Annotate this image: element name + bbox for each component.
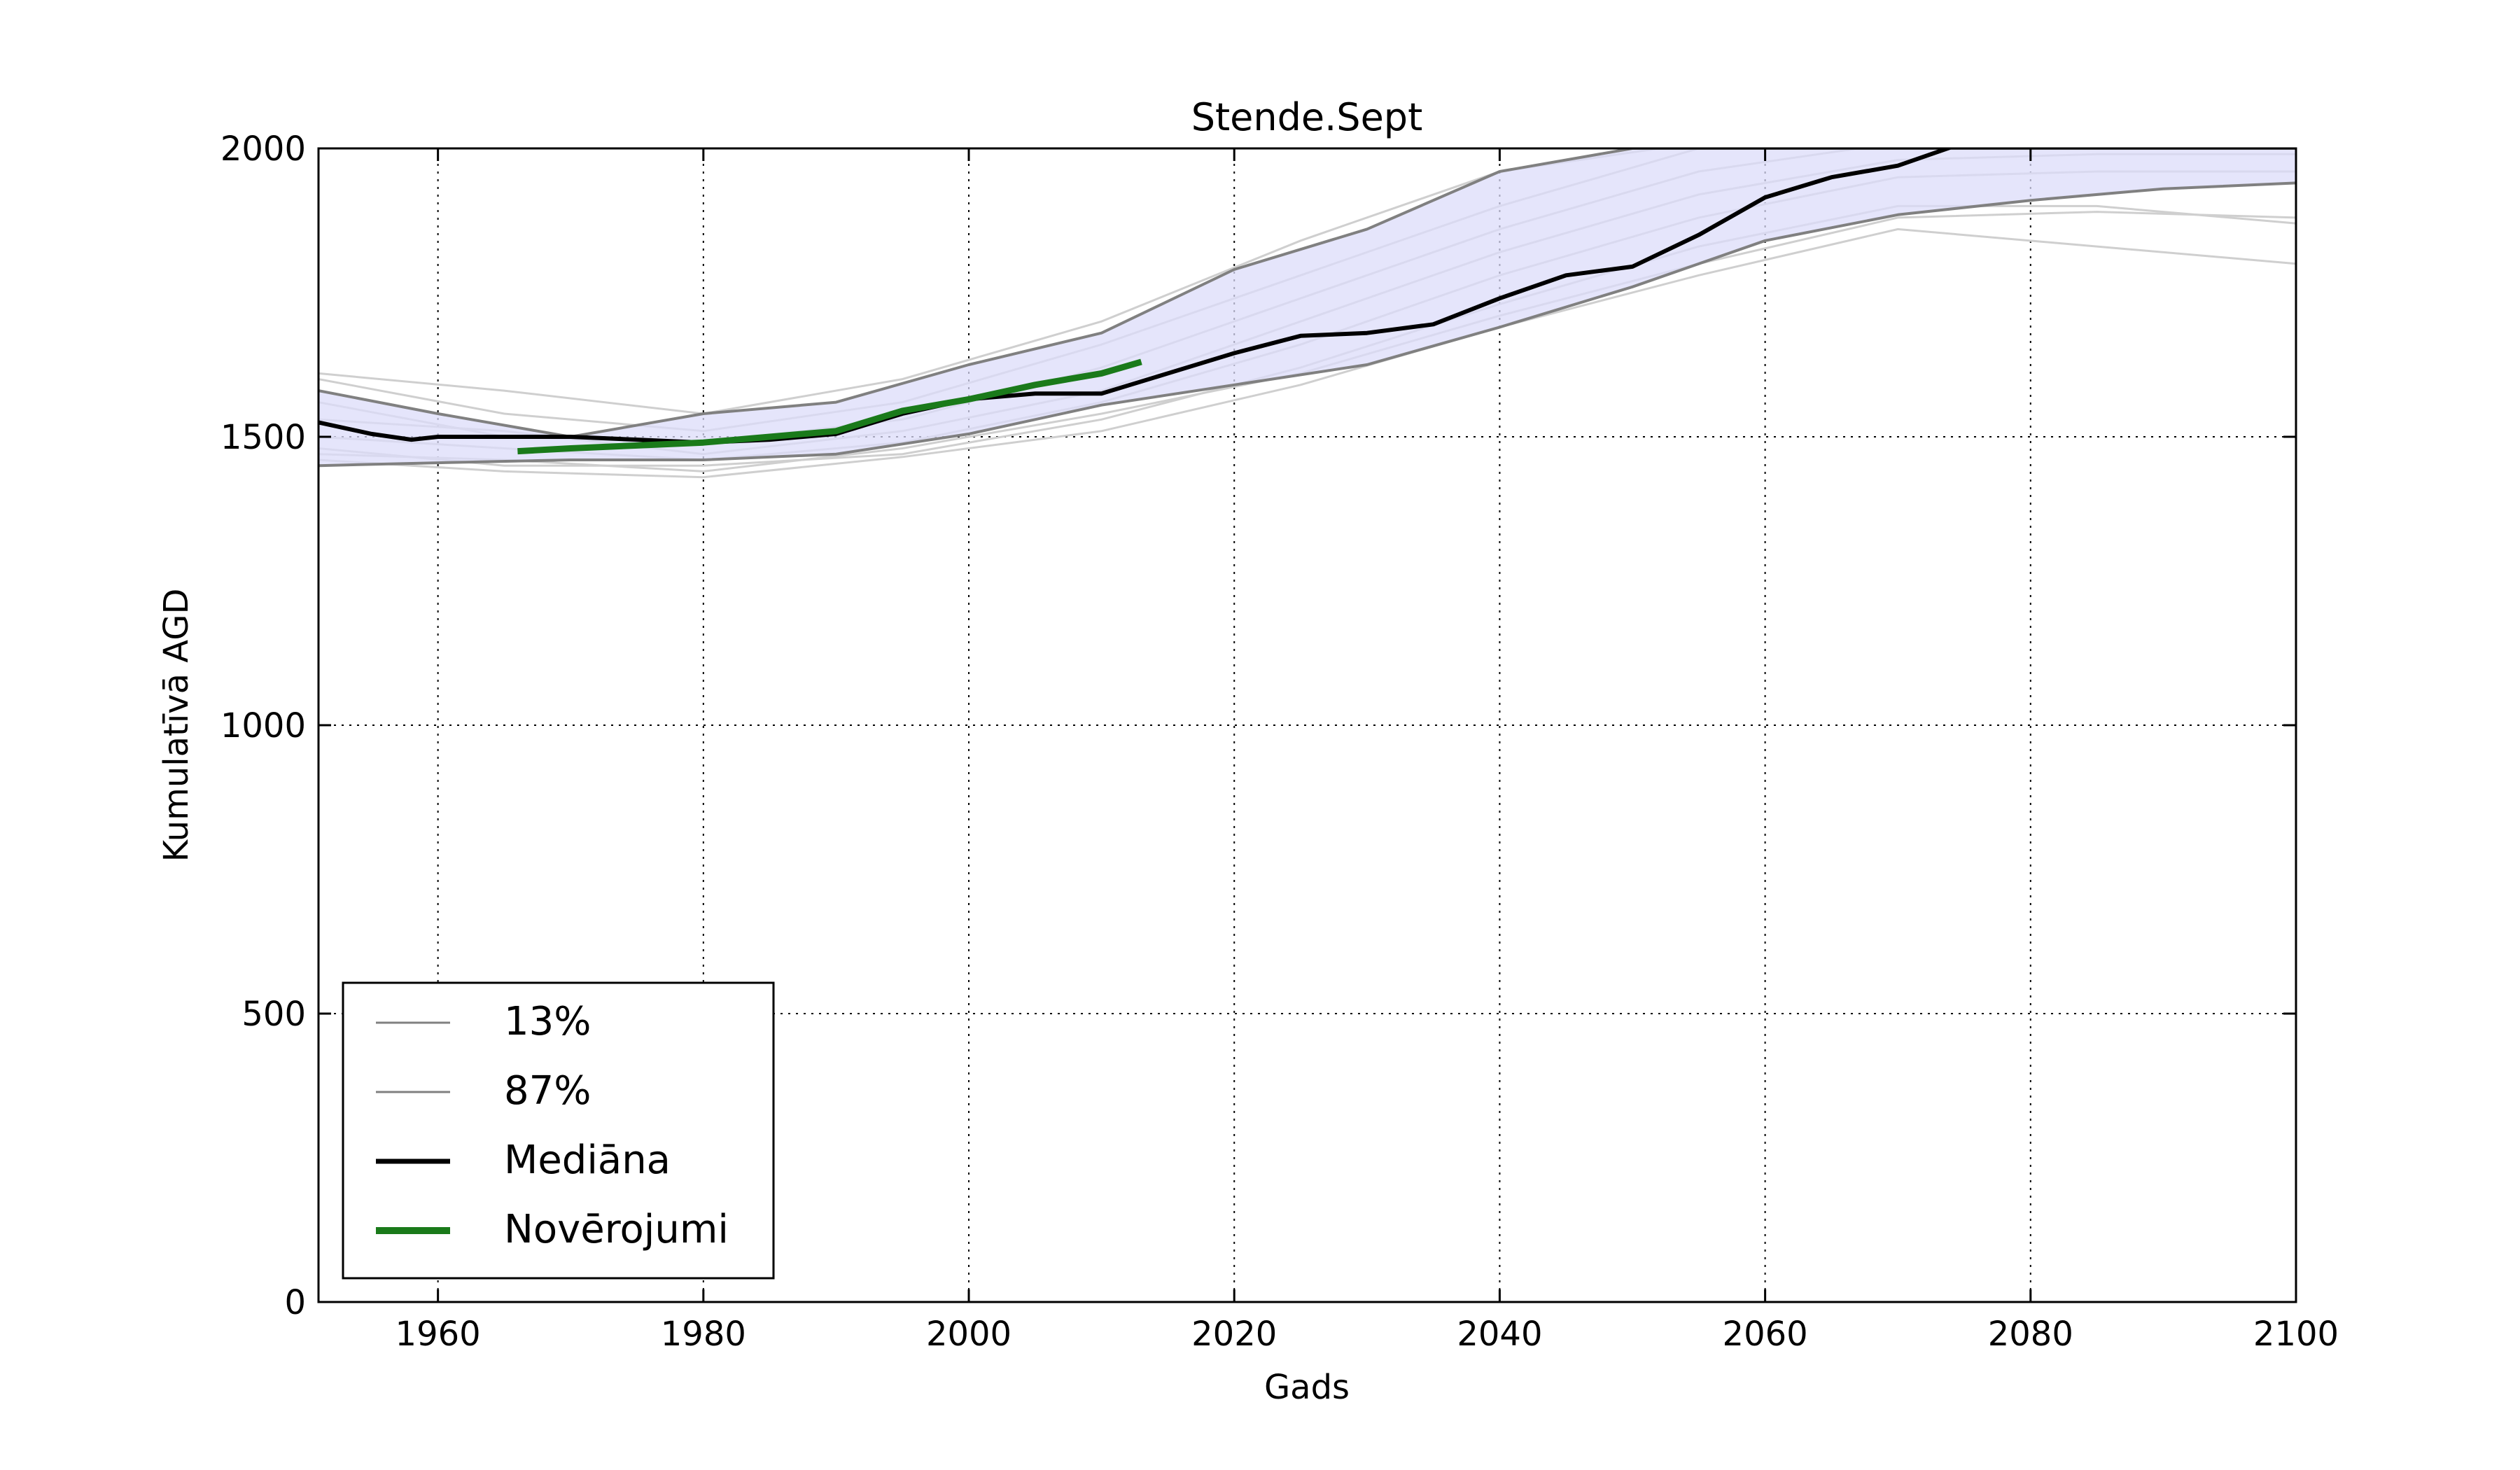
legend-label-13: 13%	[504, 999, 591, 1044]
y-tick-label: 2000	[220, 130, 306, 169]
axis-tick-labels: 1960 1980 2000 2020 2040 2060 2080 2100 0 500 1000…	[220, 130, 2339, 1354]
x-tick-label: 2020	[1191, 1315, 1277, 1354]
ensemble-line	[318, 227, 2296, 479]
x-tick-label: 2040	[1457, 1315, 1542, 1354]
band-fill	[318, 148, 2296, 466]
x-axis-label: Gads	[1264, 1368, 1350, 1407]
x-tick-label: 2080	[1988, 1315, 2073, 1354]
y-tick-label: 0	[284, 1283, 306, 1322]
y-tick-label: 1500	[220, 418, 306, 457]
percentile-band	[318, 148, 2296, 466]
legend-label-observations: Novērojumi	[504, 1207, 729, 1252]
x-tick-label: 2060	[1723, 1315, 1808, 1354]
legend-label-87: 87%	[504, 1068, 591, 1114]
x-tick-label: 2100	[2253, 1315, 2339, 1354]
plot-area	[318, 148, 2296, 479]
x-tick-label: 1980	[661, 1315, 746, 1354]
chart-title: Stende.Sept	[1191, 95, 1423, 139]
series-line-13	[318, 181, 2296, 468]
series-lines	[318, 148, 2296, 468]
grid	[318, 148, 2296, 1302]
series-line-median	[318, 148, 1954, 445]
y-tick-label: 500	[241, 995, 306, 1034]
y-axis-label: Kumulatīvā AGD	[157, 589, 196, 862]
series-line-observations	[517, 358, 1142, 455]
ensemble-line	[318, 148, 1667, 415]
axis-ticks	[318, 147, 2297, 1303]
x-tick-label: 2000	[926, 1315, 1011, 1354]
y-tick-label: 1000	[220, 706, 306, 746]
legend-label-median: Mediāna	[504, 1138, 671, 1183]
series-line-87	[318, 148, 2296, 438]
x-tick-label: 1960	[396, 1315, 481, 1354]
legend: 13% 87% Mediāna Novērojumi	[342, 981, 775, 1280]
